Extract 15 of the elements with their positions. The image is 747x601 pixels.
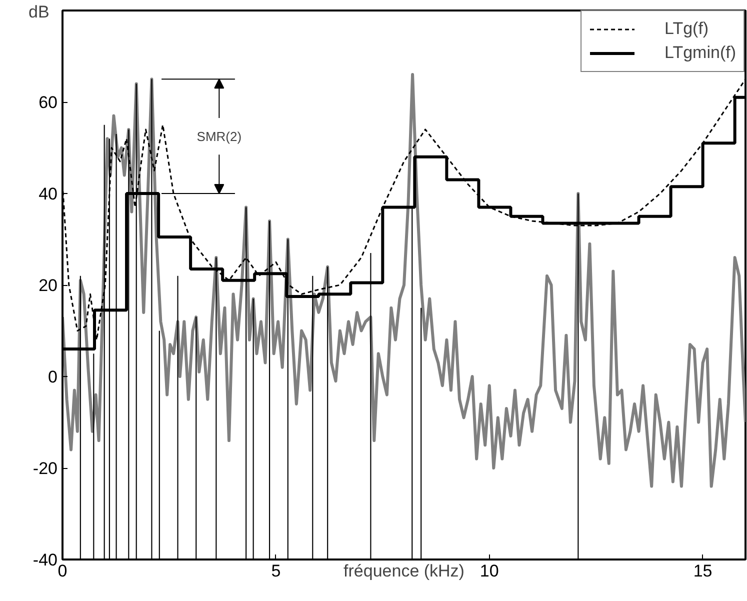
legend-label: LTg(f) [664,19,709,39]
x-tick-label: 5 [271,562,281,580]
y-tick-label: 40 [38,184,58,204]
x-tick-label: 10 [480,562,499,580]
y-tick-label: -20 [32,459,58,478]
annotation: SMR(2) [196,128,242,144]
y-tick-label: -40 [32,550,58,570]
y-tick-label: 20 [38,276,58,295]
line-series [62,73,746,488]
legend-label: LTgmin(f) [664,43,736,63]
y-tick-label: 0 [48,368,58,386]
y-axis-title: dB [28,2,50,22]
x-tick-label: 15 [693,562,712,580]
x-axis-title: fréquence (kHz) [344,562,464,580]
y-tick-label: 60 [38,93,58,112]
